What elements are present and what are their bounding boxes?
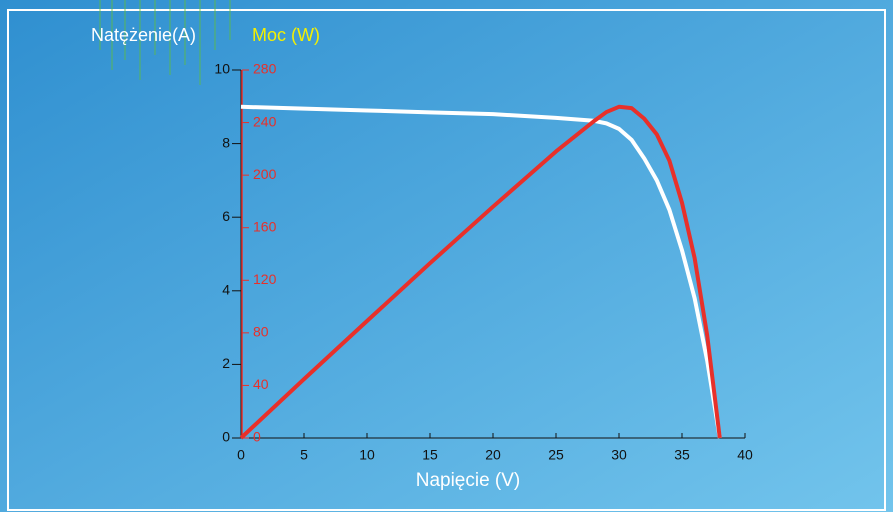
y-axis-label: Natężenie(A) [91,25,196,45]
x-tick-label: 0 [237,447,245,463]
y-tick-label: 0 [222,429,230,445]
x-axis-label: Napięcie (V) [416,470,521,491]
y-tick-label: 8 [222,134,230,150]
series-line [239,104,722,440]
x-tick-label: 30 [611,447,627,463]
y2-tick-label: 0 [253,429,261,445]
x-tick-label: 15 [422,447,438,463]
x-tick-label: 20 [485,447,501,463]
y2-axis-label: Moc (W) [252,25,320,45]
y-tick-label: 4 [222,282,230,298]
y-tick-label: 6 [222,208,230,224]
x-tick-label: 35 [674,447,690,463]
x-tick-label: 25 [548,447,564,463]
y2-tick-label: 280 [253,61,277,77]
x-tick-label: 40 [737,447,753,463]
series-line [240,104,722,439]
x-tick-label: 5 [300,447,308,463]
y2-tick-label: 120 [253,271,277,287]
decoration [99,0,231,85]
y-tick-label: 2 [222,355,230,371]
y-tick-label: 10 [214,61,230,77]
y2-tick-label: 200 [253,166,277,182]
y2-tick-label: 40 [253,376,269,392]
x-tick-label: 10 [359,447,375,463]
y2-tick-label: 80 [253,324,269,340]
frame [7,9,886,511]
y2-tick-label: 160 [253,218,277,234]
y2-tick-label: 240 [253,113,277,129]
